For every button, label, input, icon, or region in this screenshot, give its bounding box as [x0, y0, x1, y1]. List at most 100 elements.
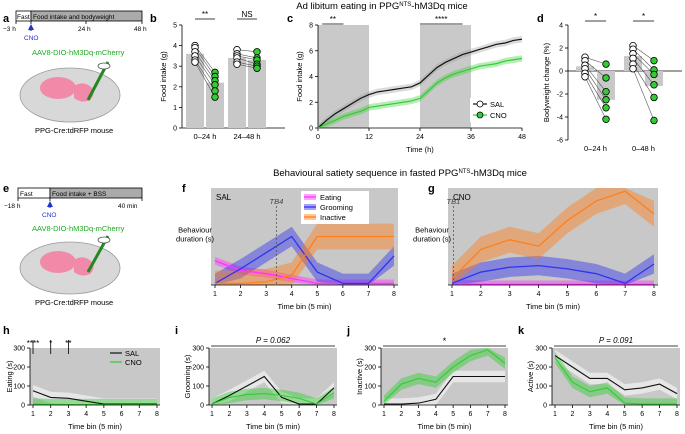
point-cno [253, 64, 261, 72]
cno-label: CNO [24, 35, 38, 42]
cno-injection-icon [47, 201, 53, 207]
x-axis-label: Time bin (5 min) [246, 422, 300, 431]
food-box [49, 187, 143, 199]
x-tick-label: 7 [315, 411, 319, 418]
mouse-brain-icon [19, 61, 121, 123]
x-tick-label: 3 [508, 291, 512, 298]
plot-background [448, 188, 658, 285]
x-tick-label: 0–48 h [632, 144, 655, 153]
x-tick-label: 24–48 h [233, 132, 260, 141]
legend: SAL CNO [470, 98, 522, 122]
x-tick-label: 5 [102, 411, 106, 418]
x-tick-label: 1 [382, 411, 386, 418]
line-sal [32, 390, 157, 405]
x-tick-label: 2 [49, 411, 53, 418]
virus-label: AAV8-DIO-hM3Dq-mCherry [32, 48, 125, 57]
schematic-e: Fast Food intake + BSS −18 h 0 40 min CN… [4, 187, 143, 307]
sem-band-cno [555, 351, 677, 405]
x-tick-label: 6 [297, 411, 301, 418]
x-tick-label: 2 [239, 291, 243, 298]
point-cno [211, 81, 219, 89]
y-tick-label: 0 [21, 403, 25, 410]
pair-line [632, 58, 655, 85]
significance-label: * [49, 339, 52, 348]
sem-band-grooming [452, 254, 654, 285]
sem-band-cno [212, 386, 334, 405]
pair-line [584, 73, 607, 108]
x-tick-label: 0–24 h [194, 132, 217, 141]
x-tick-label: 8 [652, 291, 656, 298]
y-tick-label: 100 [192, 384, 204, 391]
sem-band-cno [33, 398, 157, 405]
bar-sal [186, 53, 204, 129]
x-axis-label: Time bin (5 min) [278, 302, 332, 311]
point-sal [629, 64, 637, 73]
mouse-label: PPG-Cre:tdRFP mouse [35, 298, 113, 307]
legend-label-cno: CNO [490, 111, 507, 120]
legend-marker-cno [476, 111, 484, 119]
time-48: 48 h [134, 26, 147, 33]
top-title: Ad libitum eating in PPGNTS-hM3Dq mice [296, 1, 467, 12]
y-tick-label: 0 [543, 403, 547, 410]
line-sal [384, 375, 505, 405]
y-axis-label-line: Behaviour [178, 226, 212, 235]
sem-band-inactive [452, 188, 654, 285]
food-label: Food intake and bodyweight [33, 14, 115, 21]
y-tick-label: 8 [309, 23, 313, 30]
significance-label: P = 0.091 [599, 336, 633, 345]
sem-band-cno [318, 55, 522, 128]
line-cno [211, 392, 335, 405]
x-tick-label: 4 [605, 411, 609, 418]
tb-marker-label: TB4 [269, 197, 283, 206]
line-cno [383, 349, 506, 402]
x-tick-label: 3 [245, 411, 249, 418]
line-sal [211, 375, 335, 405]
virus-label: AAV8-DIO-hM3Dq-mCherry [32, 224, 125, 233]
y-axis-label-line: duration (s) [176, 235, 214, 244]
x-tick-label: 6 [594, 291, 598, 298]
legend-marker-sal [476, 100, 484, 108]
x-tick-label: 4 [262, 411, 266, 418]
x-tick-label: 7 [658, 411, 662, 418]
x-tick-label: 12 [365, 134, 373, 141]
x-tick-label: 8 [155, 411, 159, 418]
point-sal [191, 58, 199, 66]
time-24: 24 h [78, 26, 91, 33]
panel-letters: a b c d e f g h i j k [3, 13, 544, 337]
tb-marker-label: TB1 [447, 197, 461, 206]
panel-letter-b: b [150, 13, 157, 25]
y-tick-label: 3 [173, 64, 177, 71]
y-axis-label: Eating (s) [5, 360, 14, 393]
y-tick-label: -4 [557, 115, 563, 122]
x-tick-label: 5 [623, 411, 627, 418]
y-tick-label: 0 [200, 403, 204, 410]
pair-line [194, 45, 216, 73]
x-tick-label: 4 [290, 291, 294, 298]
panel-letter-h: h [3, 325, 10, 337]
y-axis-label-line: duration (s) [413, 235, 451, 244]
time-40: 40 min [118, 203, 138, 210]
legend-label-sal: SAL [490, 100, 504, 109]
point-cno [602, 87, 610, 96]
sem-band-cno [384, 348, 505, 405]
legend-label-grooming: Grooming [320, 203, 353, 212]
point-cno [650, 56, 658, 65]
x-tick-label: 3 [588, 411, 592, 418]
line-eating [451, 282, 654, 286]
significance-label: ** [202, 10, 208, 19]
y-axis-label: Food intake (g) [295, 51, 304, 102]
chart-f: TB4 SAL 1 2 3 4 5 6 7 8 Time bin (5 min) Behaviour d… [176, 188, 398, 311]
y-tick-label: -6 [557, 138, 563, 145]
point-cno [211, 93, 219, 101]
pair-line [584, 60, 607, 79]
y-tick-label: 0 [372, 403, 376, 410]
x-axis-label: Time bin (5 min) [418, 422, 472, 431]
x-tick-label: 4 [434, 411, 438, 418]
y-tick-label: 2 [309, 100, 313, 107]
y-tick-label: 2 [173, 84, 177, 91]
x-tick-label: 2 [479, 291, 483, 298]
y-tick-label: 100 [535, 384, 547, 391]
y-tick-label: 200 [13, 365, 25, 372]
